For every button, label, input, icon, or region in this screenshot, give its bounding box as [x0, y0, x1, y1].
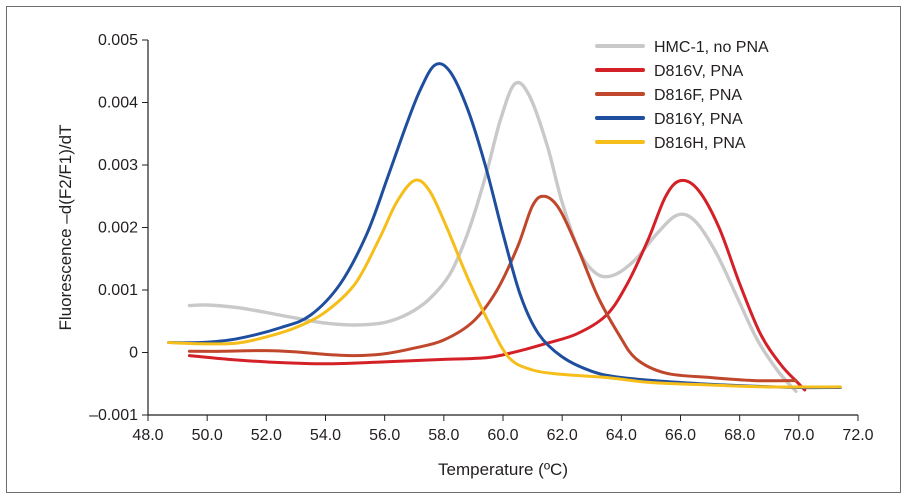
chart-frame — [6, 6, 901, 493]
y-tick-label: 0.005 — [98, 32, 138, 49]
series-line-1 — [187, 80, 798, 393]
y-tick-label: 0.002 — [98, 220, 138, 237]
series-line-3 — [187, 194, 798, 383]
legend-label: D816V, PNA — [654, 63, 744, 80]
y-tick-label: 0.003 — [98, 157, 138, 174]
x-tick-label: 58.0 — [428, 427, 459, 444]
x-tick-label: 52.0 — [251, 427, 282, 444]
legend-label: HMC-1, no PNA — [654, 39, 769, 56]
x-tick-label: 60.0 — [487, 427, 518, 444]
x-tick-label: 66.0 — [665, 427, 696, 444]
legend-label: D816H, PNA — [654, 135, 746, 152]
legend: HMC-1, no PNA D816V, PNA D816F, PNA D816Y, … — [595, 39, 769, 152]
series-layer — [167, 62, 842, 393]
x-tick-label: 50.0 — [192, 427, 223, 444]
series-line-2 — [187, 178, 807, 392]
legend-label: D816F, PNA — [654, 87, 742, 104]
x-tick-label: 62.0 — [547, 427, 578, 444]
axes-layer: 48.0 50.0 52.0 54.0 56.0 58.0 60.0 62.0 64.0 66.0… — [89, 32, 874, 444]
x-tick-label: 68.0 — [724, 427, 755, 444]
series-line-4 — [167, 62, 842, 390]
y-tick-label: 0 — [129, 345, 138, 362]
y-tick-label: –0.001 — [89, 407, 138, 424]
x-tick-label: 54.0 — [310, 427, 341, 444]
x-tick-label: 56.0 — [369, 427, 400, 444]
y-axis-title: Fluorescence –d(F2/F1)/dT — [56, 125, 75, 331]
x-tick-label: 64.0 — [606, 427, 637, 444]
x-axis-title: Temperature (ºC) — [438, 460, 568, 479]
x-tick-label: 48.0 — [132, 427, 163, 444]
legend-label: D816Y, PNA — [654, 111, 743, 128]
y-tick-label: 0.004 — [98, 95, 138, 112]
x-tick-label: 72.0 — [842, 427, 873, 444]
series-line-5 — [167, 178, 842, 389]
y-tick-label: 0.001 — [98, 282, 138, 299]
x-tick-label: 70.0 — [783, 427, 814, 444]
